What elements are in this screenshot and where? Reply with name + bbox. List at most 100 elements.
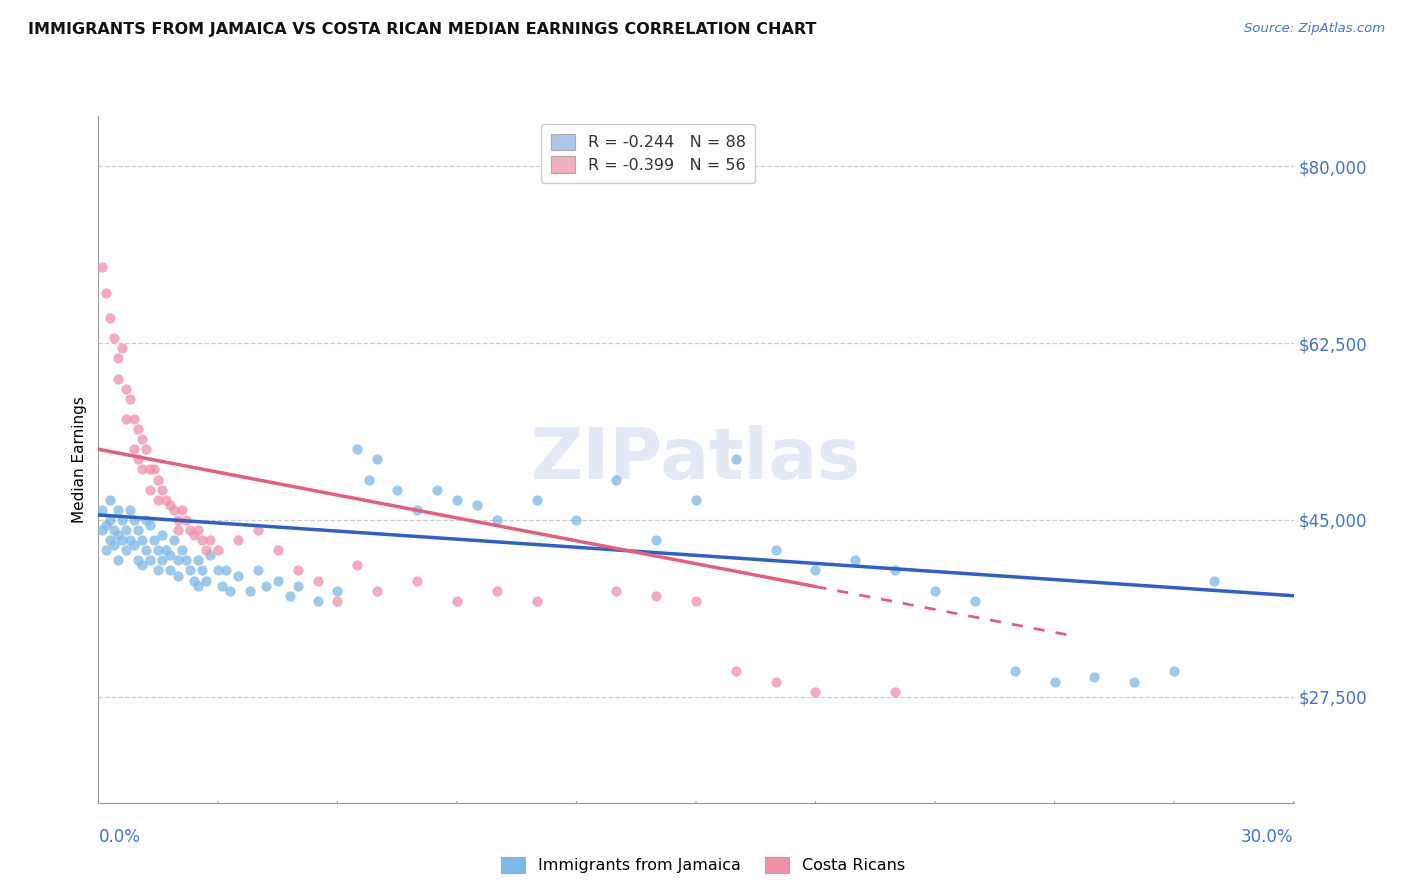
Point <box>120 533 142 548</box>
Point <box>172 543 194 558</box>
Point <box>115 543 138 558</box>
Point <box>143 462 166 476</box>
Point <box>148 543 170 558</box>
Point <box>239 583 262 598</box>
Legend: Immigrants from Jamaica, Costa Ricans: Immigrants from Jamaica, Costa Ricans <box>495 850 911 880</box>
Point <box>254 579 277 593</box>
Point <box>115 523 138 537</box>
Point <box>278 589 301 603</box>
Point <box>346 558 368 573</box>
Point <box>465 498 488 512</box>
Point <box>139 553 162 567</box>
Point <box>1123 674 1146 689</box>
Point <box>605 473 627 487</box>
Point <box>100 513 122 527</box>
Point <box>139 483 162 497</box>
Point <box>179 523 201 537</box>
Point <box>124 442 146 457</box>
Point <box>96 543 118 558</box>
Point <box>215 564 238 578</box>
Point <box>127 452 149 467</box>
Point <box>159 564 181 578</box>
Point <box>150 483 173 497</box>
Point <box>724 665 747 679</box>
Point <box>127 422 149 436</box>
Point <box>135 543 157 558</box>
Point <box>485 583 508 598</box>
Point <box>124 538 146 552</box>
Point <box>884 564 907 578</box>
Point <box>198 549 221 563</box>
Point <box>148 564 170 578</box>
Point <box>1043 674 1066 689</box>
Point <box>124 412 146 426</box>
Text: IMMIGRANTS FROM JAMAICA VS COSTA RICAN MEDIAN EARNINGS CORRELATION CHART: IMMIGRANTS FROM JAMAICA VS COSTA RICAN M… <box>28 22 817 37</box>
Point <box>139 518 162 533</box>
Point <box>103 523 125 537</box>
Point <box>131 432 153 446</box>
Point <box>307 594 329 608</box>
Point <box>111 513 134 527</box>
Point <box>150 528 173 542</box>
Point <box>167 553 190 567</box>
Point <box>287 579 309 593</box>
Point <box>111 341 134 355</box>
Point <box>326 594 349 608</box>
Point <box>526 594 548 608</box>
Point <box>100 310 122 325</box>
Point <box>100 492 122 507</box>
Point <box>115 412 138 426</box>
Point <box>1083 669 1105 683</box>
Point <box>107 503 129 517</box>
Point <box>765 543 787 558</box>
Point <box>143 533 166 548</box>
Point <box>167 513 190 527</box>
Point <box>150 553 173 567</box>
Point <box>326 583 349 598</box>
Point <box>96 518 118 533</box>
Point <box>187 553 209 567</box>
Point <box>148 473 170 487</box>
Point <box>246 523 269 537</box>
Point <box>924 583 946 598</box>
Point <box>485 513 508 527</box>
Point <box>211 579 233 593</box>
Point <box>135 442 157 457</box>
Text: ZIPatlas: ZIPatlas <box>531 425 860 494</box>
Point <box>131 533 153 548</box>
Point <box>139 462 162 476</box>
Point <box>120 392 142 406</box>
Point <box>446 492 468 507</box>
Point <box>191 564 214 578</box>
Point <box>366 583 388 598</box>
Point <box>183 574 205 588</box>
Point <box>172 503 194 517</box>
Point <box>207 564 229 578</box>
Point <box>179 564 201 578</box>
Point <box>187 523 209 537</box>
Point <box>174 513 197 527</box>
Point <box>103 538 125 552</box>
Point <box>127 553 149 567</box>
Point <box>103 331 125 345</box>
Point <box>195 574 218 588</box>
Point <box>267 574 290 588</box>
Legend: R = -0.244   N = 88, R = -0.399   N = 56: R = -0.244 N = 88, R = -0.399 N = 56 <box>541 124 755 183</box>
Point <box>115 382 138 396</box>
Point <box>91 503 114 517</box>
Point <box>605 583 627 598</box>
Point <box>724 452 747 467</box>
Point <box>406 503 429 517</box>
Point <box>226 533 249 548</box>
Point <box>207 543 229 558</box>
Point <box>406 574 429 588</box>
Point <box>359 473 381 487</box>
Point <box>135 513 157 527</box>
Point <box>366 452 388 467</box>
Point <box>131 462 153 476</box>
Point <box>167 568 190 582</box>
Point <box>963 594 986 608</box>
Point <box>804 564 827 578</box>
Point <box>183 528 205 542</box>
Point <box>565 513 588 527</box>
